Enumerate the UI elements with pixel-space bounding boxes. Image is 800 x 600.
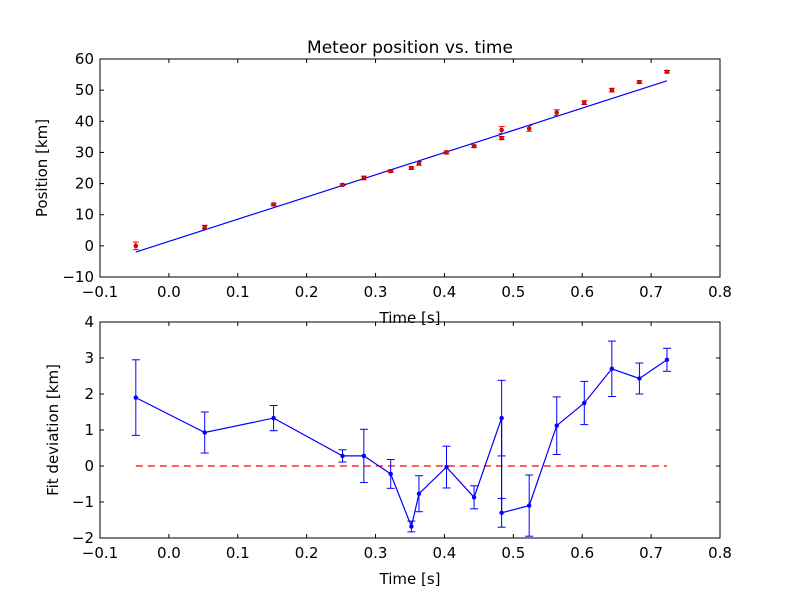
position-point [444,150,449,155]
position-chart-xtick-label: −0.1 [82,283,118,301]
deviation-point [637,376,642,381]
position-chart-ytick-label: 20 [75,175,94,193]
position-chart-frame [99,58,721,278]
position-point [340,182,345,188]
deviation-point [271,415,276,421]
position-point [554,110,559,115]
position-point [582,100,587,105]
deviation-chart-xtick-label: 0.0 [157,544,181,562]
position-point [416,161,422,166]
position-chart: Meteor position vs. time Position [km] T… [33,38,732,327]
deviation-point [582,400,587,406]
deviation-point [416,491,422,496]
position-point [471,143,477,149]
deviation-chart-xtick-label: 0.4 [433,544,457,562]
position-point [271,202,276,207]
position-point [409,165,414,171]
position-chart-ytick-label: 30 [75,143,94,161]
position-chart-xlabel: Time [s] [379,309,441,327]
deviation-chart-ytick-label: −1 [72,493,94,511]
position-chart-ticks: −0.1 0.0 0.1 0.2 0.3 0.4 0.5 0.6 0.7 0.8 −10 0 10 20 3… [62,50,732,301]
deviation-point [609,366,615,372]
deviation-chart-ytick-label: 1 [84,421,94,439]
position-chart-ytick-label: 50 [75,81,94,99]
deviation-chart-xtick-label: 0.2 [295,544,319,562]
deviation-chart-xtick-label: 0.5 [501,544,525,562]
fit-line [135,80,668,253]
position-chart-xtick-label: 0.0 [157,283,181,301]
deviation-point [499,415,504,421]
position-chart-ytick-label: 10 [75,206,94,224]
position-chart-title: Meteor position vs. time [307,38,513,58]
deviation-chart-ytick-label: 0 [84,457,94,475]
deviation-chart-xtick-label: 0.6 [570,544,594,562]
position-chart-ylabel: Position [km] [33,119,51,217]
deviation-point [499,510,504,516]
position-point [664,69,670,74]
deviation-point [409,524,414,529]
deviation-point [664,357,670,363]
deviation-chart-xlabel: Time [s] [379,570,441,588]
deviation-point [554,423,559,428]
position-chart-xtick-label: 0.7 [639,283,663,301]
position-point [133,243,139,249]
position-chart-ytick-label: −10 [62,268,94,286]
deviation-line [135,359,668,529]
deviation-chart-xtick-label: −0.1 [82,544,118,562]
deviation-chart-xtick-label: 0.8 [708,544,732,562]
deviation-chart-xtick-label: 0.3 [364,544,388,562]
position-point [526,126,532,131]
position-chart-ytick-label: 0 [84,237,94,255]
deviation-chart-ytick-label: 2 [84,385,94,403]
deviation-point [202,430,207,435]
deviation-point [361,453,367,459]
deviation-chart-marks [131,340,671,537]
deviation-chart-xtick-label: 0.7 [639,544,663,562]
deviation-chart-ylabel: Fit deviation [km] [44,364,62,496]
deviation-point [340,453,345,459]
deviation-point [388,471,393,477]
deviation-point [444,464,449,470]
position-point [499,127,504,133]
position-point [637,79,642,85]
deviation-chart-ytick-label: 3 [84,349,94,367]
position-chart-xtick-label: 0.6 [570,283,594,301]
deviation-point [526,503,532,508]
deviation-chart-ticks: −0.1 0.0 0.1 0.2 0.3 0.4 0.5 0.6 0.7 0.8 −2 −1 0 1 2 3 4 [72,313,732,562]
position-chart-xtick-label: 0.1 [226,283,250,301]
position-chart-ytick-label: 60 [75,50,94,68]
deviation-point [471,495,477,500]
position-point [609,87,615,93]
deviation-chart: Fit deviation [km] Time [s] −0.1 0.0 0.1 0.… [44,313,732,588]
position-point [361,175,367,181]
position-chart-xtick-label: 0.4 [433,283,457,301]
deviation-point [133,395,139,400]
position-chart-marks [132,69,670,253]
deviation-chart-frame [99,321,721,539]
position-chart-xtick-label: 0.5 [501,283,525,301]
deviation-chart-xtick-label: 0.1 [226,544,250,562]
deviation-chart-ytick-label: 4 [84,313,94,331]
position-point [499,135,504,141]
position-chart-ytick-label: 40 [75,112,94,130]
position-point [388,168,393,174]
position-point [202,224,207,230]
position-chart-xtick-label: 0.2 [295,283,319,301]
position-chart-xtick-label: 0.3 [364,283,388,301]
deviation-chart-ytick-label: −2 [72,529,94,547]
position-chart-xtick-label: 0.8 [708,283,732,301]
